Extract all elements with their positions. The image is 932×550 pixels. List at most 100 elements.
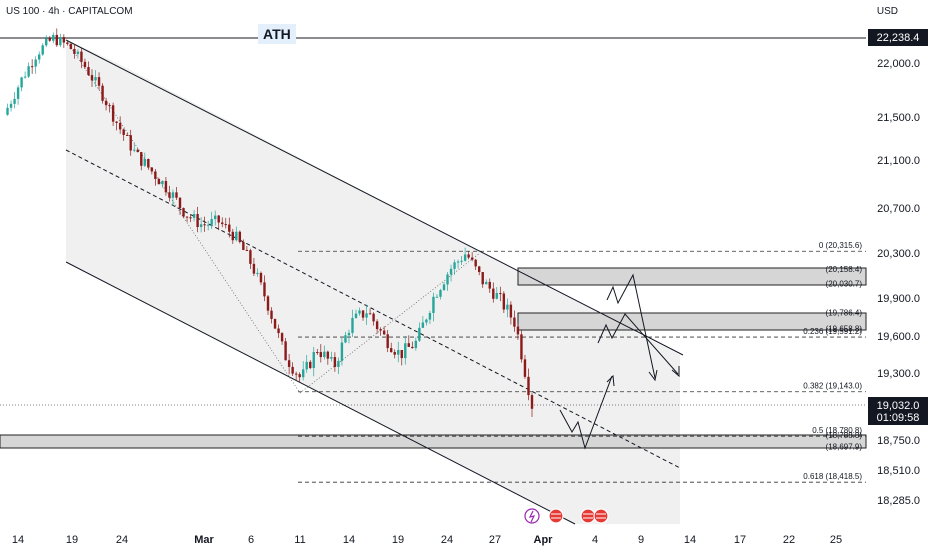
candle-body (9, 103, 13, 108)
zone-level-label: (20,030.7) (826, 279, 863, 288)
candle-body (221, 222, 224, 225)
candle-body (361, 310, 365, 318)
price-tick-label: 21,100.0 (877, 155, 920, 167)
candle-body (478, 266, 481, 273)
candle-body (94, 77, 97, 81)
candle-body (502, 293, 506, 310)
candle-body (333, 357, 337, 367)
candle-body (435, 296, 439, 298)
symbol-title: US 100 · 4h · CAPITALCOM (6, 6, 133, 17)
candle-body (87, 67, 90, 76)
candle-body (41, 45, 44, 55)
candle-body (432, 296, 435, 314)
zone-level-label: (19,786.4) (826, 308, 863, 317)
candle-body (530, 395, 534, 409)
price-tick-label: 18,750.0 (877, 435, 920, 447)
candle-body (154, 171, 157, 180)
us-flag-event-icon[interactable] (548, 508, 564, 524)
price-tick-label: 19,900.0 (877, 293, 920, 305)
candle-body (442, 284, 446, 291)
fib-level-label: 0.618 (18,418.5) (803, 472, 862, 481)
price-tick-label: 19,300.0 (877, 368, 920, 380)
candle-body (270, 310, 273, 319)
candle-body (59, 37, 62, 46)
candle-body (256, 272, 259, 274)
candle-body (520, 334, 523, 360)
candle-body (238, 231, 242, 242)
candle-body (449, 268, 453, 275)
candle-body (337, 360, 340, 367)
candle-body (470, 257, 474, 260)
candle-body (506, 304, 509, 310)
price-tick-label: 19,600.0 (877, 331, 920, 343)
channel-mid-line (65, 149, 681, 469)
candle-body (30, 66, 34, 68)
candle-body (210, 219, 213, 225)
candle-body (224, 224, 227, 226)
projection-path-down-up (559, 375, 613, 450)
candle-body (147, 158, 150, 168)
candle-body (463, 254, 467, 261)
us-flag-event-icon[interactable] (580, 508, 596, 524)
time-axis-label: 27 (489, 534, 501, 546)
candle-body (217, 215, 220, 223)
price-tick-label: 22,000.0 (877, 58, 920, 70)
candle-body (340, 342, 344, 361)
candle-body (523, 359, 527, 377)
candle-body (344, 335, 347, 343)
candle-body (157, 179, 161, 185)
candle-body (390, 348, 393, 352)
candle-body (150, 167, 154, 172)
support-zone (0, 434, 867, 449)
countdown-text: 01:09:58 (877, 412, 920, 424)
candle-body (6, 107, 9, 115)
candle-body (245, 250, 249, 252)
time-axis-label: Apr (534, 534, 554, 546)
candle-body (76, 51, 80, 54)
projection-path-upper (606, 273, 656, 379)
candle-body (196, 213, 199, 228)
candle-body (23, 76, 27, 78)
candle-body (178, 197, 182, 209)
candle-body (397, 350, 400, 355)
candle-body (69, 43, 73, 50)
projection-arrowhead (606, 374, 615, 387)
zone-level-label: (18,788.8) (826, 431, 863, 440)
candle-body (111, 105, 115, 122)
time-axis-label: 9 (638, 534, 644, 546)
candle-body (291, 366, 294, 374)
candle-body (136, 149, 139, 153)
candle-body (354, 313, 358, 318)
candle-body (52, 34, 55, 41)
candle-body (214, 215, 217, 220)
time-axis-label: 19 (66, 534, 78, 546)
candle-body (108, 105, 111, 107)
projection-path-lower (597, 313, 679, 375)
candle-body (488, 281, 491, 289)
candle-body (418, 327, 421, 341)
us-flag-event-icon[interactable] (593, 508, 609, 524)
candle-body (129, 135, 132, 151)
time-axis-label: 22 (783, 534, 795, 546)
candle-body (90, 75, 94, 81)
candle-body (368, 313, 372, 315)
price-tick-label: 21,500.0 (877, 112, 920, 124)
current-price-tag (868, 397, 928, 425)
candle-body (115, 121, 118, 123)
candle-body (495, 293, 498, 299)
candle-body (527, 376, 530, 396)
projection-arrowhead (648, 369, 658, 382)
current-price-tag-text: 19,032.0 (877, 400, 920, 412)
candle-body (411, 346, 414, 349)
candle-body (164, 181, 168, 193)
candle-body (305, 361, 308, 370)
currency-label: USD (876, 6, 898, 17)
candle-body (263, 282, 266, 297)
candle-body (460, 260, 463, 262)
candle-body (80, 51, 83, 62)
candle-body (45, 38, 48, 46)
candle-body (302, 369, 305, 378)
candle-body (231, 231, 234, 241)
candle-body (101, 85, 104, 101)
